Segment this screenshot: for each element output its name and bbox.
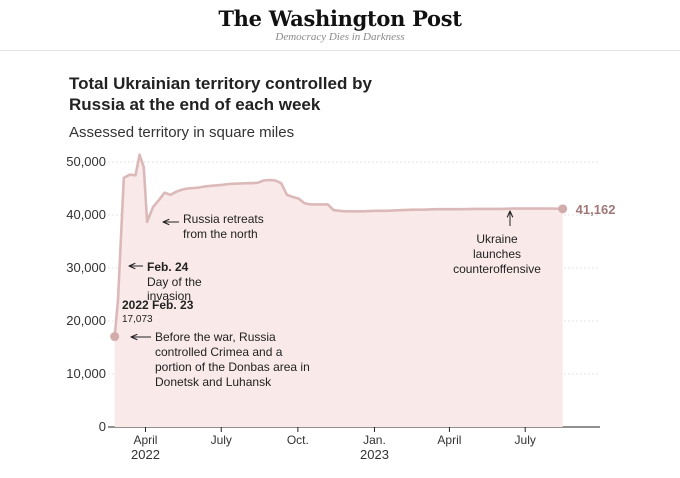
anno-counter-line: launches: [473, 247, 521, 261]
territory-line: [113, 153, 563, 337]
y-tick-label: 50,000: [66, 154, 106, 169]
x-tick-label: Oct.: [287, 433, 309, 447]
end-point: [558, 204, 568, 214]
end-value-label: 41,162: [576, 202, 616, 217]
anno-invasion-line: Day of the: [147, 275, 202, 289]
anno-counter-line: counteroffensive: [453, 262, 541, 276]
tagline: Democracy Dies in Darkness: [275, 31, 405, 43]
anno-prewar-line: Before the war, Russia: [155, 330, 276, 344]
x-year-label: 2022: [131, 447, 160, 462]
y-tick-label: 0: [99, 419, 106, 434]
y-tick-label: 10,000: [66, 366, 106, 381]
chart-subtitle: Assessed territory in square miles: [69, 124, 295, 141]
x-year-label: 2023: [360, 447, 389, 462]
anno-start-heading: 2022 Feb. 23: [122, 298, 194, 312]
x-tick-label: April: [437, 433, 461, 447]
anno-invasion-line: invasion: [147, 289, 191, 303]
anno-retreat-line: Russia retreats: [183, 212, 264, 226]
y-axis: 0 10,000 20,000 30,000 40,000 50,000: [66, 154, 106, 434]
anno-prewar-line: controlled Crimea and a: [155, 345, 283, 359]
y-tick-label: 40,000: [66, 207, 106, 222]
anno-retreat-line: from the north: [183, 227, 258, 241]
territory-area: [114, 154, 563, 427]
x-tick-label: July: [211, 433, 232, 447]
anno-counter-line: Ukraine: [476, 232, 518, 246]
anno-start-value: 17,073: [122, 314, 153, 325]
x-tick-label: April: [133, 433, 157, 447]
chart-title: Total Ukrainian territory controlled by …: [69, 74, 372, 114]
anno-invasion-heading: Feb. 24: [147, 260, 189, 274]
brand-logo[interactable]: The Washington Post: [218, 6, 462, 31]
anno-prewar-line: Donetsk and Luhansk: [155, 375, 272, 389]
x-tick-label: July: [515, 433, 536, 447]
masthead: The Washington Post Democracy Dies in Da…: [0, 0, 680, 51]
y-tick-label: 20,000: [66, 313, 106, 328]
start-point: [110, 332, 120, 342]
x-tick-label: Jan.: [363, 433, 386, 447]
anno-prewar-line: portion of the Donbas area in: [155, 360, 310, 374]
y-tick-label: 30,000: [66, 260, 106, 275]
